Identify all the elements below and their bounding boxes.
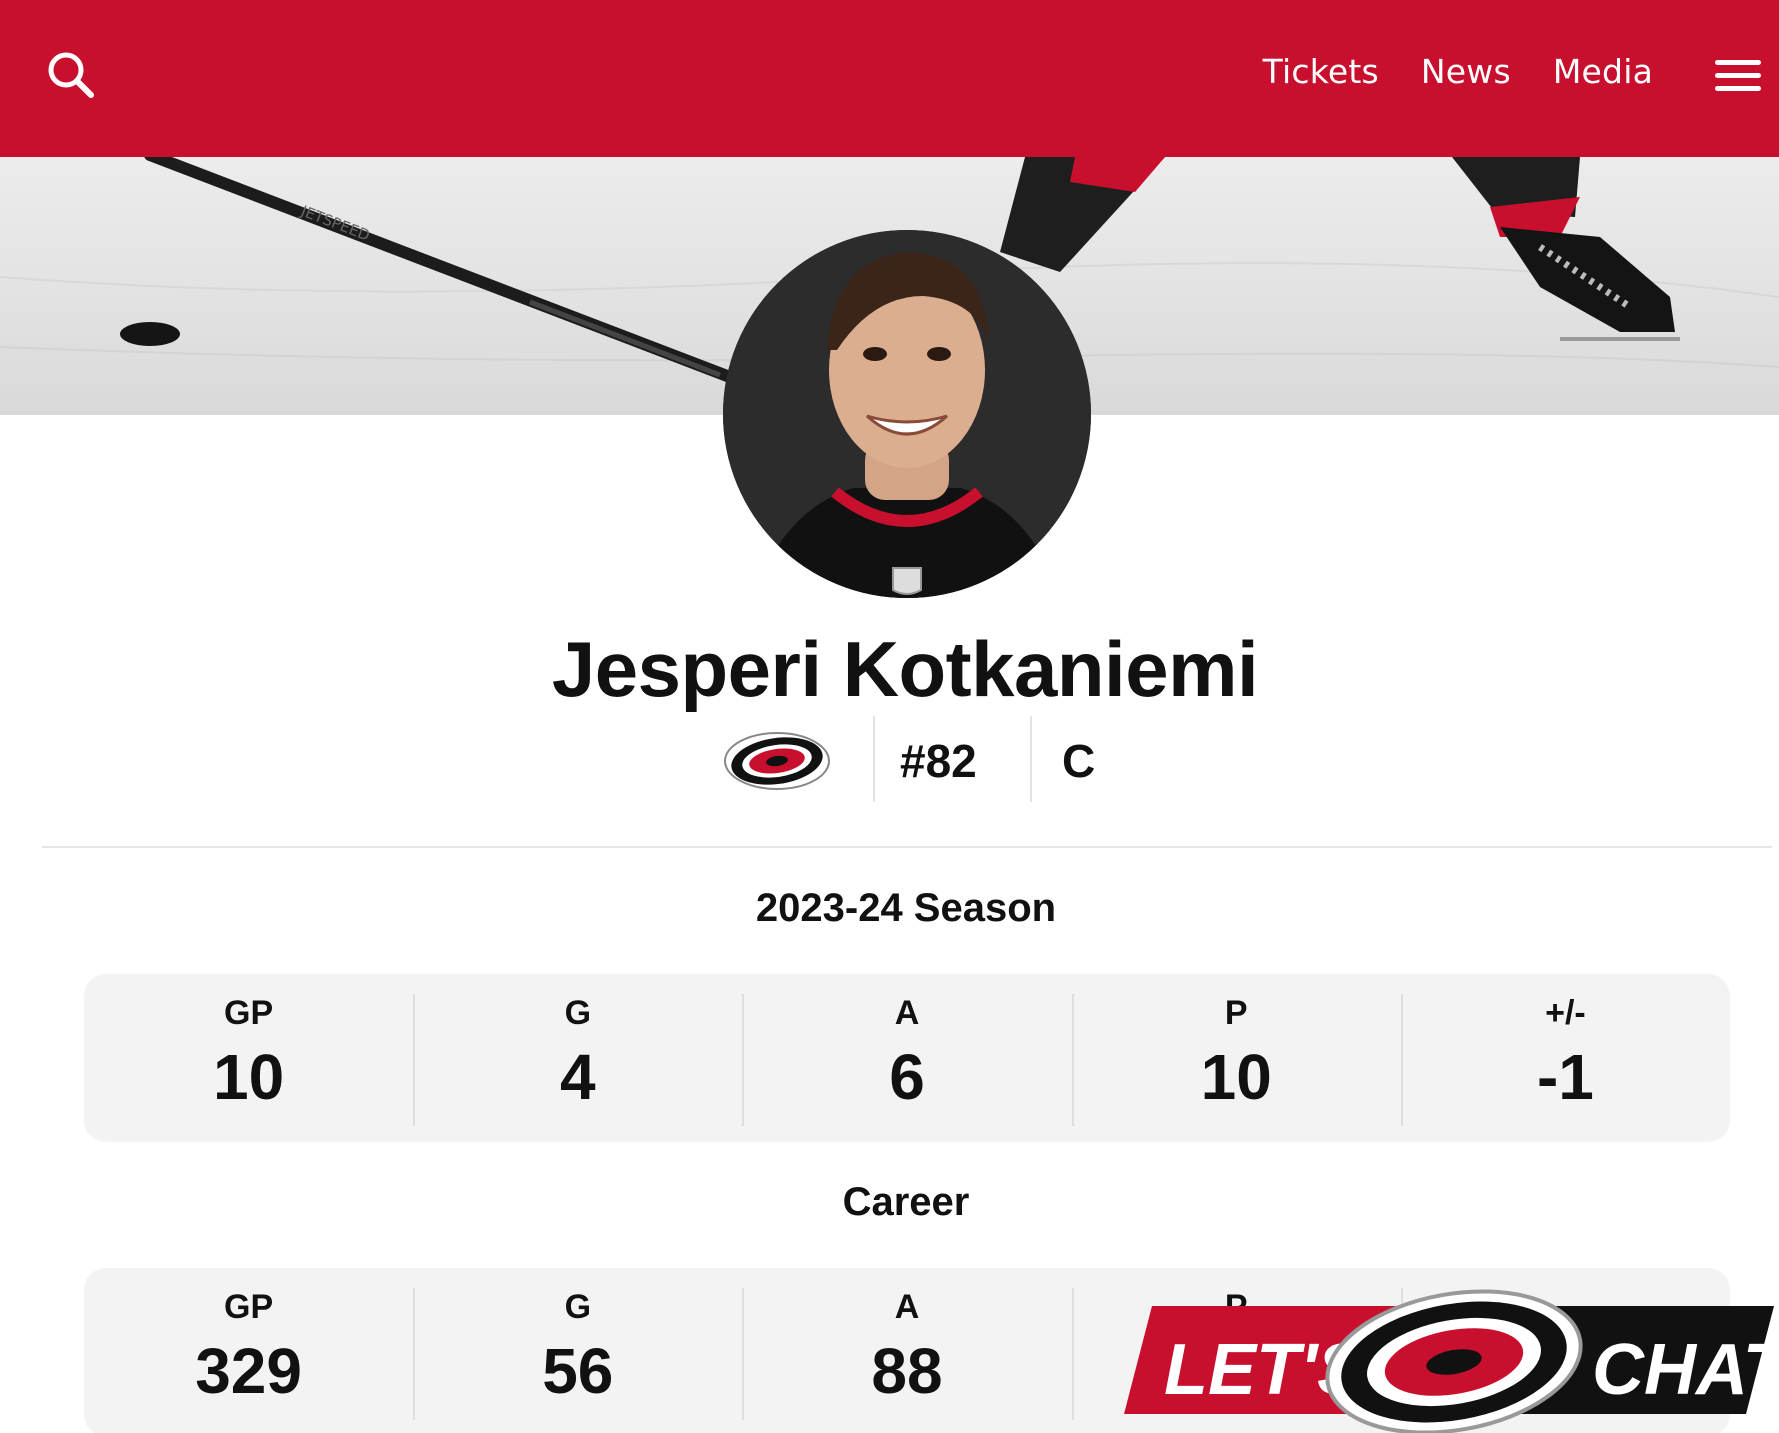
- nav-news[interactable]: News: [1420, 52, 1511, 91]
- stat-label: GP: [224, 994, 274, 1032]
- meta-divider: [1030, 716, 1032, 802]
- main-nav: Tickets News Media: [1263, 52, 1653, 91]
- nav-tickets[interactable]: Tickets: [1262, 52, 1379, 91]
- stat-cell: GP 10: [84, 974, 413, 1142]
- hurricanes-logo-icon: [1325, 1289, 1583, 1433]
- stat-value: -1: [1536, 1041, 1594, 1113]
- lets-chat-button[interactable]: LET'S CHAT: [1124, 1282, 1779, 1433]
- stat-label: +/-: [1545, 994, 1586, 1032]
- jersey-number: #82: [900, 735, 977, 787]
- stat-value: 6: [889, 1041, 925, 1113]
- section-divider: [42, 846, 1772, 848]
- player-headshot: [723, 230, 1091, 598]
- stat-label: GP: [224, 1288, 274, 1326]
- stat-label: A: [894, 994, 920, 1032]
- player-position: C: [1062, 735, 1096, 787]
- puck: [120, 322, 180, 346]
- stat-cell: +/- -1: [1400, 974, 1730, 1142]
- stat-value: 10: [1200, 1041, 1272, 1113]
- stat-label: A: [894, 1288, 920, 1326]
- chat-text-right: CHAT: [1592, 1330, 1774, 1410]
- stat-cell: A 88: [742, 1268, 1071, 1433]
- stat-cell: G 56: [413, 1268, 742, 1433]
- nav-media[interactable]: Media: [1552, 52, 1653, 91]
- search-icon[interactable]: [44, 48, 100, 104]
- hero-illustration: JETSPEED: [0, 157, 1779, 385]
- stat-cell: P 10: [1071, 974, 1401, 1142]
- hamburger-menu-icon[interactable]: [1713, 56, 1763, 96]
- stat-cell: G 4: [413, 974, 742, 1142]
- stat-label: G: [564, 994, 592, 1032]
- top-navigation-bar: Tickets News Media: [0, 0, 1779, 157]
- stat-cell: GP 329: [84, 1268, 413, 1433]
- stat-value: 4: [560, 1041, 596, 1113]
- hurricanes-logo-icon[interactable]: [722, 728, 832, 794]
- stat-value: 10: [213, 1041, 285, 1113]
- stat-value: 329: [195, 1335, 302, 1407]
- skate: [1500, 227, 1675, 332]
- player-meta-row: #82 C: [0, 714, 1779, 804]
- meta-divider: [873, 716, 875, 802]
- season-stats-card: GP 10 G 4 A 6 P 10 +/- -1: [84, 974, 1730, 1142]
- stat-label: G: [564, 1288, 592, 1326]
- career-title: Career: [842, 1180, 970, 1224]
- stat-cell: A 6: [742, 974, 1071, 1142]
- stat-label: P: [1224, 994, 1248, 1032]
- stat-value: 88: [871, 1335, 943, 1407]
- stick-brand-text: JETSPEED: [298, 202, 373, 245]
- stat-value: 56: [542, 1335, 614, 1407]
- season-title: 2023-24 Season: [755, 886, 1057, 930]
- player-name: Jesperi Kotkaniemi: [551, 625, 1259, 713]
